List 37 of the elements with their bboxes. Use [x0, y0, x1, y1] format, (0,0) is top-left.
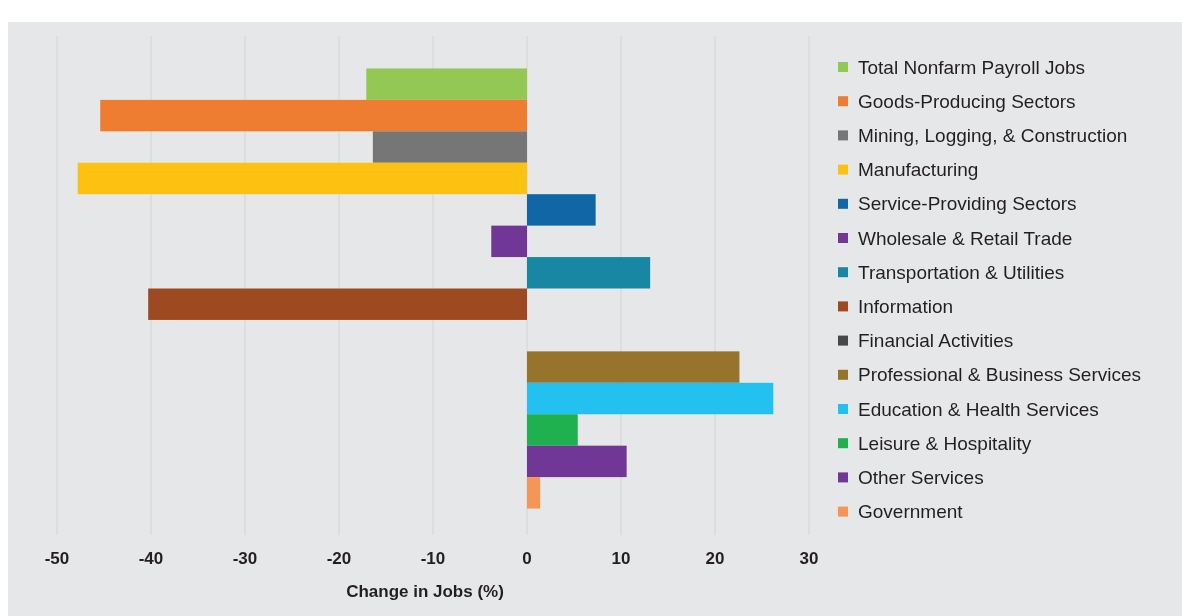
legend-label: Government — [858, 501, 964, 523]
x-tick-label: 10 — [611, 549, 631, 568]
x-tick-label: -10 — [420, 549, 446, 568]
bar — [366, 68, 527, 100]
x-tick-label: 30 — [799, 549, 819, 568]
legend-label: Goods-Producing Sectors — [858, 90, 1076, 112]
bar — [527, 257, 651, 289]
bar — [527, 382, 774, 415]
x-tick-label: -20 — [326, 549, 352, 568]
bar — [148, 288, 527, 320]
legend-label: Professional & Business Services — [858, 364, 1142, 386]
legend-label: Service-Providing Sectors — [858, 193, 1077, 215]
legend-label: Total Nonfarm Payroll Jobs — [858, 56, 1086, 78]
legend-label: Education & Health Services — [858, 398, 1099, 420]
x-tick-label: -50 — [44, 549, 70, 568]
legend-label: Mining, Logging, & Construction — [858, 124, 1128, 146]
legend-label: Information — [858, 295, 954, 317]
x-tick-label: -40 — [138, 549, 164, 568]
bar — [527, 445, 627, 478]
legend-label: Manufacturing — [858, 159, 979, 181]
bar — [527, 477, 541, 509]
x-tick-label: 20 — [705, 549, 725, 568]
bar — [77, 162, 527, 195]
legend-label: Leisure & Hospitality — [858, 432, 1032, 454]
x-tick-label: 0 — [522, 549, 532, 568]
x-axis-title: Change in Jobs (%) — [346, 582, 504, 601]
legend-label: Other Services — [858, 466, 984, 488]
legend-label: Transportation & Utilities — [858, 261, 1065, 283]
bar — [527, 414, 578, 446]
bar — [527, 351, 740, 383]
x-tick-label: -30 — [232, 549, 258, 568]
bar — [491, 225, 527, 258]
legend-label: Financial Activities — [858, 330, 1014, 352]
bar — [527, 194, 596, 226]
bar — [372, 131, 527, 163]
bar — [100, 99, 527, 132]
legend-label: Wholesale & Retail Trade — [858, 227, 1073, 249]
